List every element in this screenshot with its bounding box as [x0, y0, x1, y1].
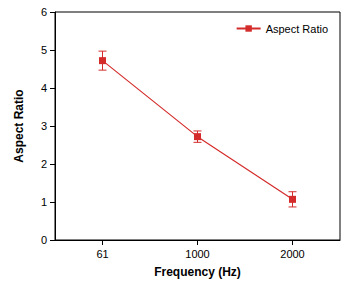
svg-text:Frequency (Hz): Frequency (Hz): [154, 265, 241, 279]
svg-text:61: 61: [96, 248, 108, 260]
svg-text:0: 0: [41, 234, 47, 246]
svg-text:1: 1: [41, 196, 47, 208]
svg-text:Aspect Ratio: Aspect Ratio: [12, 89, 26, 162]
svg-text:2: 2: [41, 158, 47, 170]
svg-text:Aspect Ratio: Aspect Ratio: [266, 23, 328, 35]
svg-text:5: 5: [41, 44, 47, 56]
svg-text:4: 4: [41, 82, 47, 94]
svg-text:1000: 1000: [185, 248, 209, 260]
svg-text:6: 6: [41, 6, 47, 18]
svg-text:3: 3: [41, 120, 47, 132]
svg-text:2000: 2000: [280, 248, 304, 260]
